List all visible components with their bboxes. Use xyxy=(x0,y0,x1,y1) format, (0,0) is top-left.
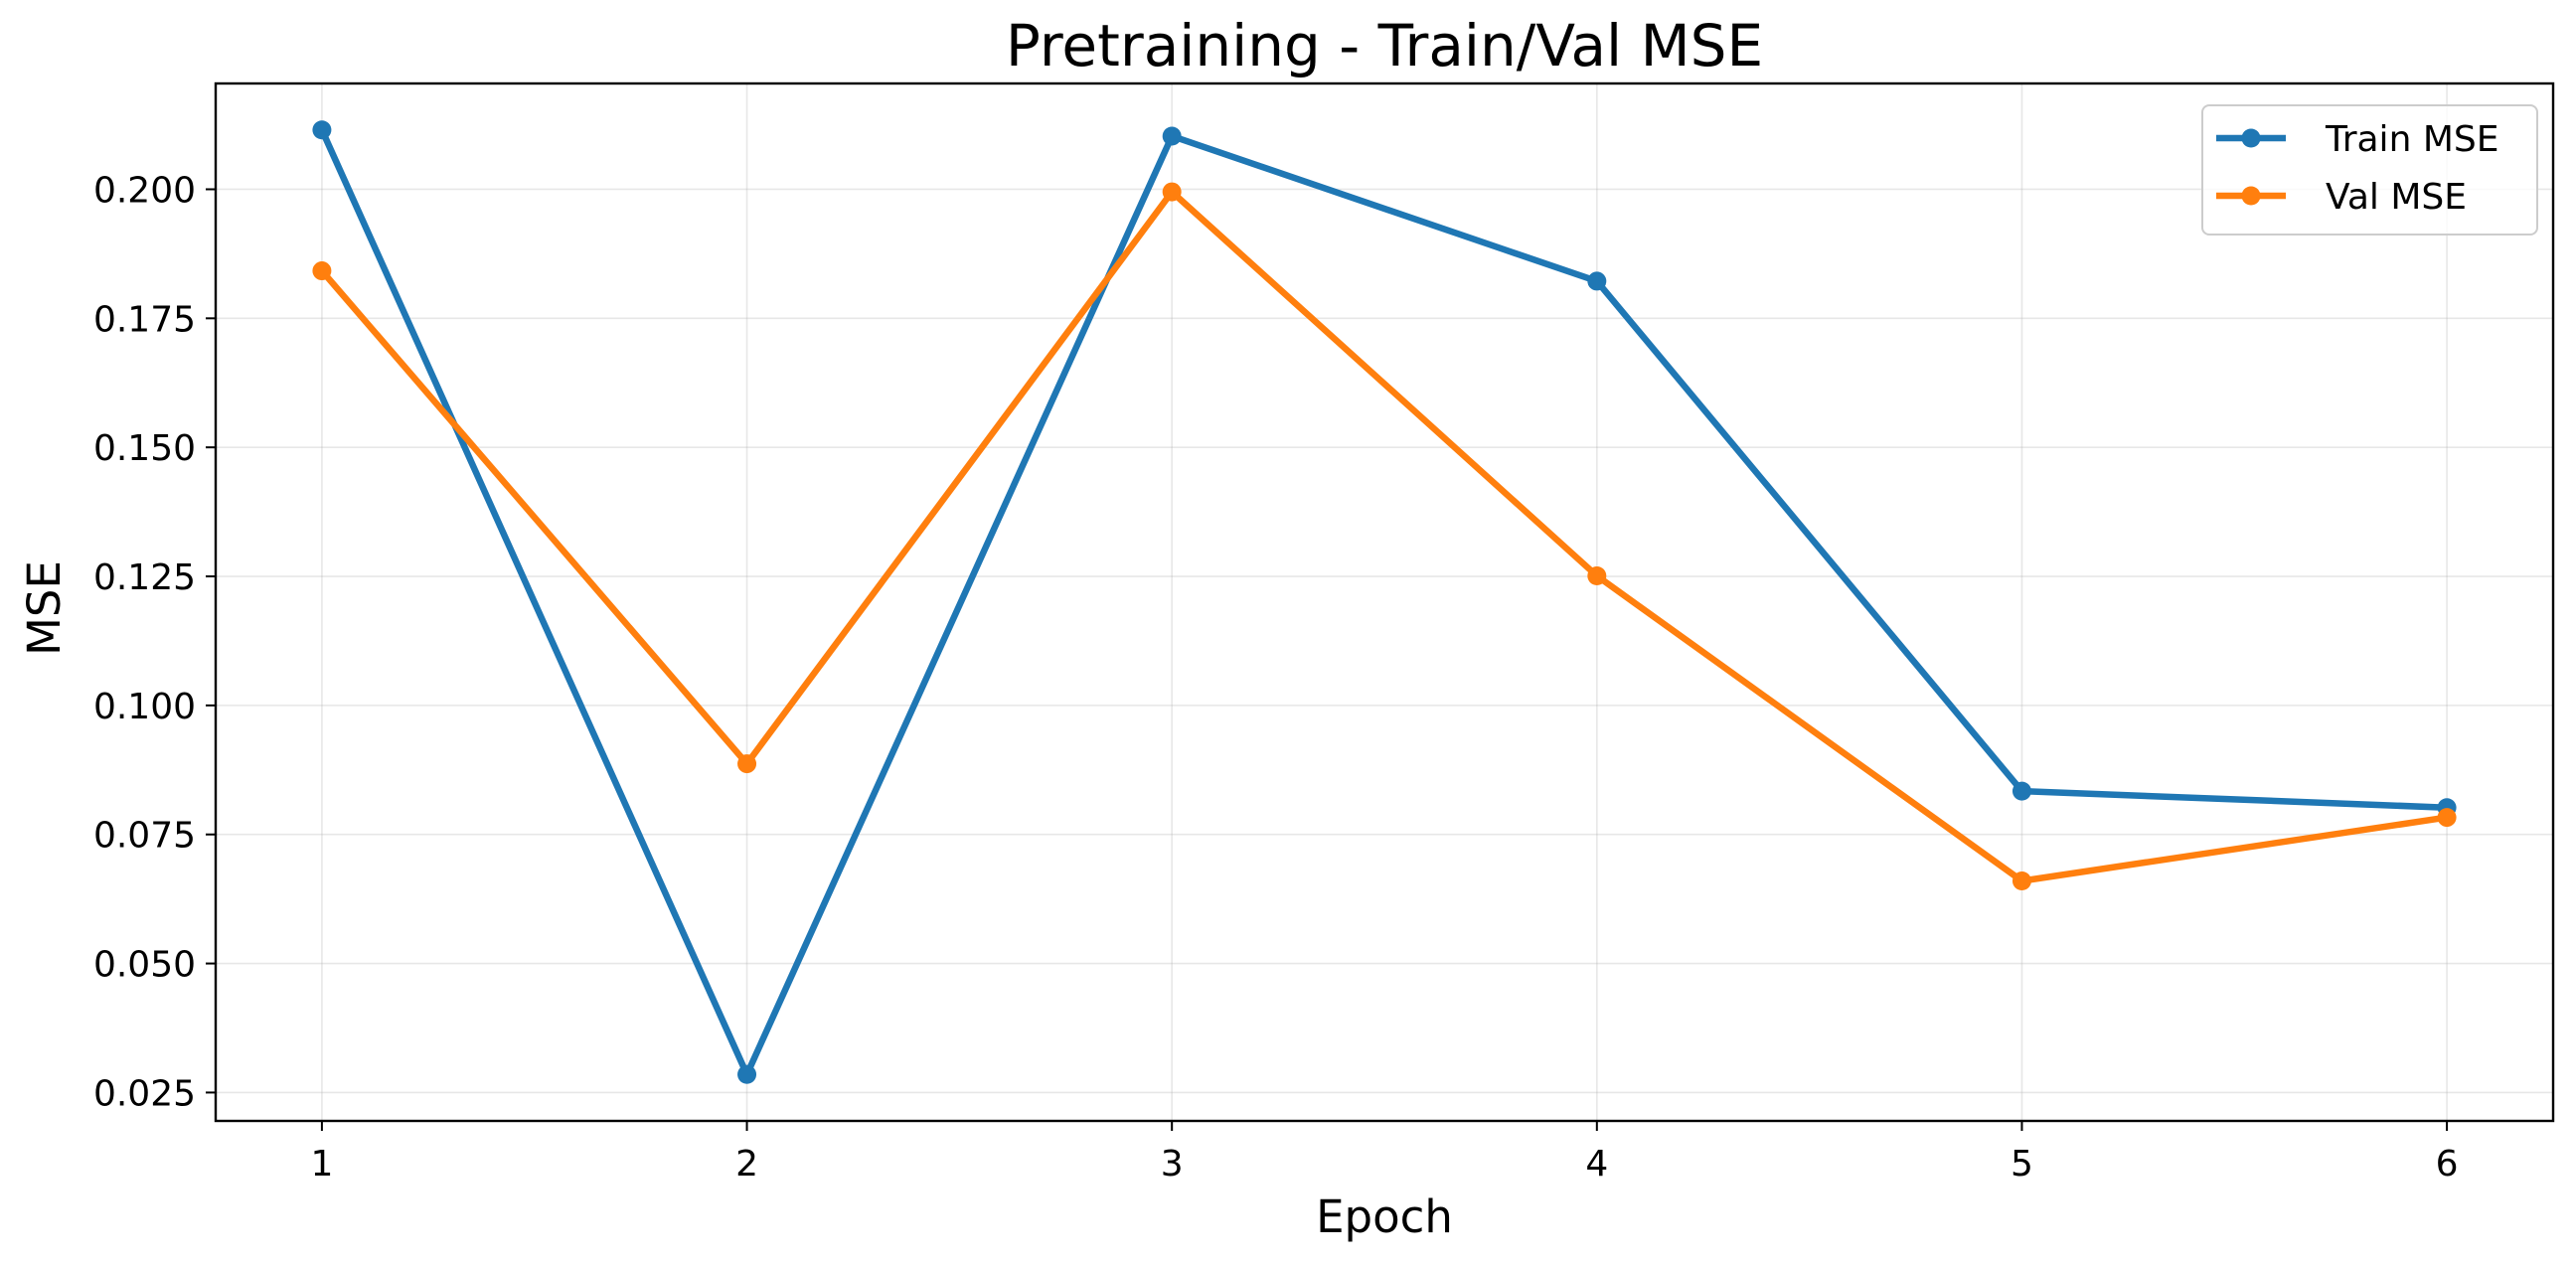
val-mse-series xyxy=(312,182,2457,890)
y-tick-label: 0.075 xyxy=(93,816,196,857)
plot-frame xyxy=(214,81,2555,1123)
val-mse-point xyxy=(2437,808,2457,828)
train-mse-point xyxy=(1587,271,1607,291)
val-mse-point xyxy=(737,754,757,774)
train-mse-series xyxy=(312,120,2457,1084)
series-layer xyxy=(312,120,2457,1084)
legend: Train MSE Val MSE xyxy=(2201,104,2538,236)
val-mse-line xyxy=(319,188,2448,884)
y-axis-title: MSE xyxy=(18,560,71,656)
x-tick-label: 5 xyxy=(2011,1144,2033,1185)
legend-swatch-marker xyxy=(2241,186,2261,206)
grid-lines xyxy=(216,83,2553,1121)
y-tick-label: 0.050 xyxy=(93,945,196,986)
legend-label: Val MSE xyxy=(2326,177,2467,218)
y-tick-label: 0.150 xyxy=(93,428,196,469)
val-mse-point xyxy=(1587,566,1607,586)
y-axis-ticks: 0.025 0.050 0.075 0.100 0.125 0.150 0.175 0.200 xyxy=(93,170,216,1114)
x-tick-label: 2 xyxy=(735,1144,758,1185)
x-tick-label: 4 xyxy=(1585,1144,1608,1185)
x-tick-label: 1 xyxy=(310,1144,333,1185)
y-tick-label: 0.125 xyxy=(93,557,196,598)
x-axis-title: Epoch xyxy=(1316,1190,1453,1243)
val-mse-point xyxy=(1162,182,1182,202)
x-tick-label: 3 xyxy=(1161,1144,1184,1185)
val-mse-point xyxy=(312,261,332,281)
train-mse-point xyxy=(2012,781,2031,801)
legend-item-val-mse: Val MSE xyxy=(2216,177,2467,218)
y-tick-label: 0.025 xyxy=(93,1073,196,1114)
legend-label: Train MSE xyxy=(2325,119,2498,160)
train-mse-line xyxy=(318,128,2448,1078)
y-tick-label: 0.200 xyxy=(93,170,196,211)
x-axis-ticks: 1 2 3 4 5 6 xyxy=(310,1121,2459,1185)
x-tick-label: 6 xyxy=(2436,1144,2459,1185)
train-mse-point xyxy=(312,120,332,140)
train-mse-point xyxy=(1162,126,1182,146)
train-mse-point xyxy=(737,1064,757,1084)
val-mse-point xyxy=(2012,870,2031,890)
y-tick-label: 0.175 xyxy=(93,299,196,340)
legend-box xyxy=(2201,104,2538,236)
y-tick-label: 0.100 xyxy=(93,687,196,727)
legend-item-train-mse: Train MSE xyxy=(2216,119,2498,160)
chart-title: Pretraining - Train/Val MSE xyxy=(1006,12,1763,79)
legend-swatch-marker xyxy=(2241,128,2261,148)
